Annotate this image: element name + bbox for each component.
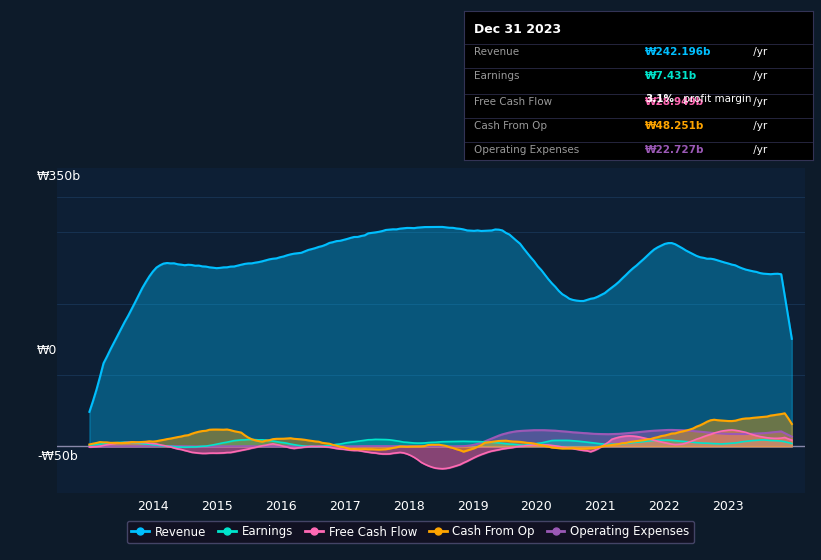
Legend: Revenue, Earnings, Free Cash Flow, Cash From Op, Operating Expenses: Revenue, Earnings, Free Cash Flow, Cash … — [126, 521, 695, 543]
Text: Dec 31 2023: Dec 31 2023 — [475, 23, 562, 36]
Text: profit margin: profit margin — [680, 94, 752, 104]
Text: /yr: /yr — [750, 145, 768, 155]
Text: ₩48.251b: ₩48.251b — [645, 121, 704, 131]
Text: Cash From Op: Cash From Op — [475, 121, 548, 131]
Text: Free Cash Flow: Free Cash Flow — [475, 97, 553, 108]
Text: ₩242.196b: ₩242.196b — [645, 47, 712, 57]
Text: ₩0: ₩0 — [37, 343, 57, 357]
Text: /yr: /yr — [750, 97, 768, 108]
Text: Operating Expenses: Operating Expenses — [475, 145, 580, 155]
Text: /yr: /yr — [750, 47, 768, 57]
Text: -₩50b: -₩50b — [37, 450, 78, 463]
Text: ₩7.431b: ₩7.431b — [645, 71, 698, 81]
Text: Earnings: Earnings — [475, 71, 520, 81]
Text: /yr: /yr — [750, 71, 768, 81]
Text: ₩22.727b: ₩22.727b — [645, 145, 704, 155]
Text: ₩350b: ₩350b — [37, 170, 81, 183]
Text: ₩28.949b: ₩28.949b — [645, 97, 704, 108]
Text: Revenue: Revenue — [475, 47, 520, 57]
Text: 3.1%: 3.1% — [645, 94, 674, 104]
Text: /yr: /yr — [750, 121, 768, 131]
